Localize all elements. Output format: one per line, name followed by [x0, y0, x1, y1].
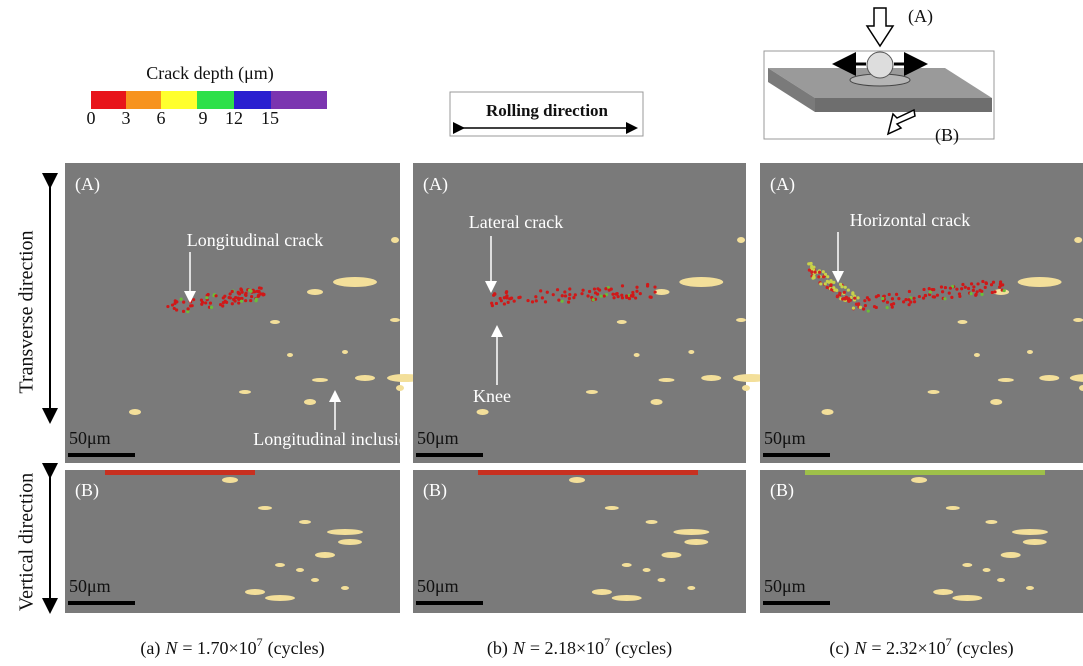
caption-part: 7 [257, 635, 263, 649]
panel-label: (A) [770, 174, 795, 195]
caption-part: (cycles) [957, 638, 1014, 659]
row-label: Vertical direction [16, 473, 38, 611]
panel-label: (B) [770, 480, 794, 501]
annotation: Horizontal crack [850, 210, 970, 230]
caption-part: (cycles) [615, 638, 672, 659]
caption-part: N [164, 638, 178, 658]
annotation: Knee [473, 386, 511, 406]
legend-tick: 9 [199, 108, 208, 128]
legend-tick: 15 [261, 108, 279, 128]
micrograph [760, 163, 1083, 463]
scale-label: 50μm [764, 576, 806, 596]
panel-label: (A) [423, 174, 448, 195]
scale-label: 50μm [764, 428, 806, 448]
caption: (c)N= 2.32×107 (cycles) [829, 635, 1013, 659]
legend-tick: 0 [87, 108, 96, 128]
scale-label: 50μm [69, 428, 111, 448]
row-label: Transverse direction [16, 230, 38, 393]
panel-label: (B) [75, 480, 99, 501]
scale-label: 50μm [417, 576, 459, 596]
caption-part: 7 [946, 635, 952, 649]
caption-part: (a) [140, 638, 160, 659]
micrograph [413, 163, 746, 463]
panel: (A) 50μm Horizontal crack (B) 50μm (c)N= 2.32… [760, 163, 1083, 659]
panel: (A) 50μm Longitudinal crack Longitudinal in… [65, 163, 429, 659]
caption-part: (b) [487, 638, 508, 659]
caption-part: N [512, 638, 526, 658]
caption-part: = 1.70×10 [182, 638, 256, 658]
caption-part: (c) [829, 638, 849, 659]
figure: Crack depth (μm) 0 3 6 9 12 15 Rolling direct… [0, 0, 1083, 666]
schematic [764, 8, 994, 139]
annotation: Lateral crack [469, 212, 563, 232]
legend-tick: 6 [157, 108, 166, 128]
color-bar [91, 91, 327, 109]
legend-tick: 12 [225, 108, 243, 128]
annotation: Longitudinal crack [187, 230, 323, 250]
caption-part: = 2.32×10 [871, 638, 945, 658]
panel-label: (B) [423, 480, 447, 501]
caption-part: (cycles) [268, 638, 325, 659]
micrograph [65, 163, 400, 463]
caption-part: 7 [604, 635, 610, 649]
rolling-label: Rolling direction [486, 101, 609, 120]
caption: (b)N= 2.18×107 (cycles) [487, 635, 672, 659]
legend-tick: 3 [122, 108, 131, 128]
schematic-label: (A) [908, 6, 933, 27]
panel: (A) 50μm Lateral crack Knee (B) 50μm (b)N= 2.1… [413, 163, 775, 659]
caption-part: N [853, 638, 867, 658]
caption-part: = 2.18×10 [530, 638, 604, 658]
legend-title: Crack depth (μm) [146, 63, 274, 84]
scale-label: 50μm [417, 428, 459, 448]
schematic-label: (B) [935, 125, 959, 146]
scale-label: 50μm [69, 576, 111, 596]
caption: (a)N= 1.70×107 (cycles) [140, 635, 324, 659]
annotation: Longitudinal inclusion [253, 429, 417, 449]
panel-label: (A) [75, 174, 100, 195]
